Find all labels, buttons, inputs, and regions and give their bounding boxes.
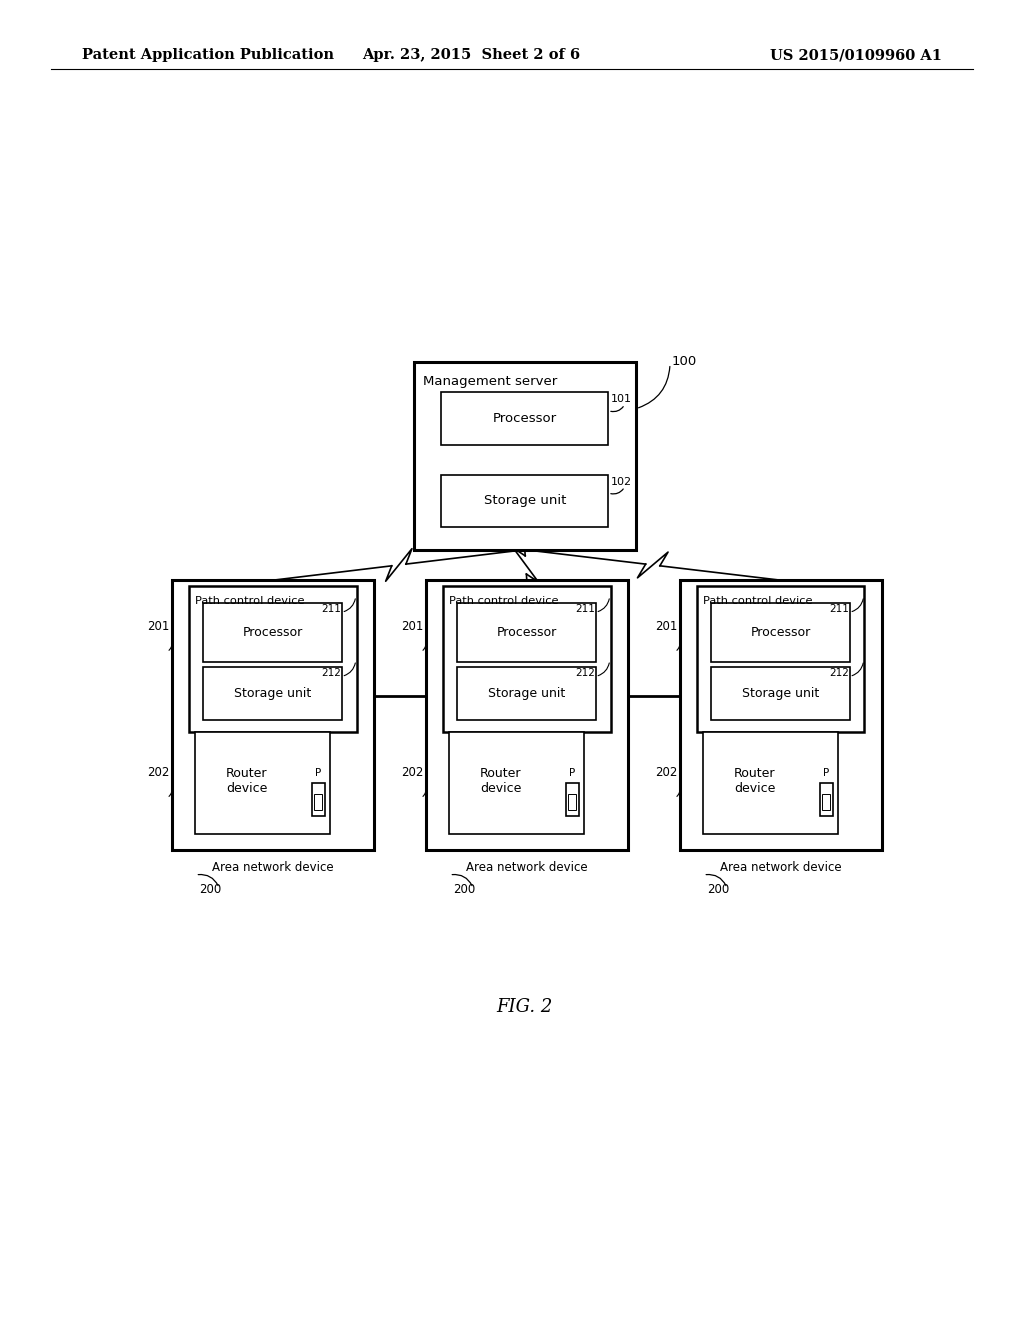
Bar (312, 783, 325, 816)
Text: 200: 200 (708, 883, 729, 896)
Text: P: P (315, 768, 322, 779)
Text: Router
device: Router device (226, 767, 267, 795)
Text: Path control device: Path control device (449, 595, 558, 606)
Bar (314, 793, 323, 809)
Text: Storage unit: Storage unit (483, 495, 566, 507)
Bar (450, 733, 585, 834)
Text: Processor: Processor (751, 626, 811, 639)
Text: 202: 202 (400, 767, 423, 779)
Bar (458, 603, 596, 661)
Text: 211: 211 (322, 605, 341, 614)
Bar (189, 586, 356, 733)
Text: 212: 212 (322, 668, 341, 678)
Text: Processor: Processor (497, 626, 557, 639)
Text: Apr. 23, 2015  Sheet 2 of 6: Apr. 23, 2015 Sheet 2 of 6 (361, 49, 581, 62)
Text: Area network device: Area network device (720, 861, 842, 874)
Text: 211: 211 (575, 605, 595, 614)
Text: 212: 212 (829, 668, 849, 678)
Text: Path control device: Path control device (702, 595, 812, 606)
Text: Path control device: Path control device (195, 595, 304, 606)
Bar (414, 362, 636, 549)
Text: Router
device: Router device (480, 767, 521, 795)
Text: Router
device: Router device (734, 767, 775, 795)
Bar (443, 586, 610, 733)
Text: 100: 100 (672, 355, 697, 368)
Bar (441, 392, 608, 445)
Text: 200: 200 (200, 883, 221, 896)
Bar (458, 668, 596, 721)
Text: Area network device: Area network device (212, 861, 334, 874)
Text: FIG. 2: FIG. 2 (497, 998, 553, 1016)
Text: Processor: Processor (243, 626, 303, 639)
Text: US 2015/0109960 A1: US 2015/0109960 A1 (770, 49, 942, 62)
Text: 101: 101 (610, 395, 632, 404)
Bar (426, 581, 628, 850)
Bar (568, 793, 577, 809)
Bar (441, 474, 608, 528)
Text: 201: 201 (146, 620, 169, 634)
Text: Storage unit: Storage unit (234, 688, 311, 701)
Text: 212: 212 (575, 668, 595, 678)
Text: P: P (569, 768, 575, 779)
Text: Processor: Processor (493, 412, 557, 425)
Bar (820, 783, 833, 816)
Text: P: P (823, 768, 829, 779)
Bar (712, 668, 850, 721)
Text: Patent Application Publication: Patent Application Publication (82, 49, 334, 62)
Text: 200: 200 (454, 883, 475, 896)
Text: 201: 201 (400, 620, 423, 634)
Bar (712, 603, 850, 661)
Bar (204, 668, 342, 721)
Text: 102: 102 (610, 477, 632, 487)
Text: 202: 202 (654, 767, 677, 779)
Bar (697, 586, 864, 733)
Bar (680, 581, 882, 850)
Text: Storage unit: Storage unit (488, 688, 565, 701)
Bar (196, 733, 331, 834)
Text: Storage unit: Storage unit (742, 688, 819, 701)
Bar (172, 581, 374, 850)
Bar (204, 603, 342, 661)
Text: Management server: Management server (423, 375, 557, 388)
Text: 202: 202 (146, 767, 169, 779)
Bar (822, 793, 830, 809)
Text: 201: 201 (654, 620, 677, 634)
Text: Area network device: Area network device (466, 861, 588, 874)
Bar (703, 733, 839, 834)
Bar (566, 783, 579, 816)
Text: 211: 211 (829, 605, 849, 614)
